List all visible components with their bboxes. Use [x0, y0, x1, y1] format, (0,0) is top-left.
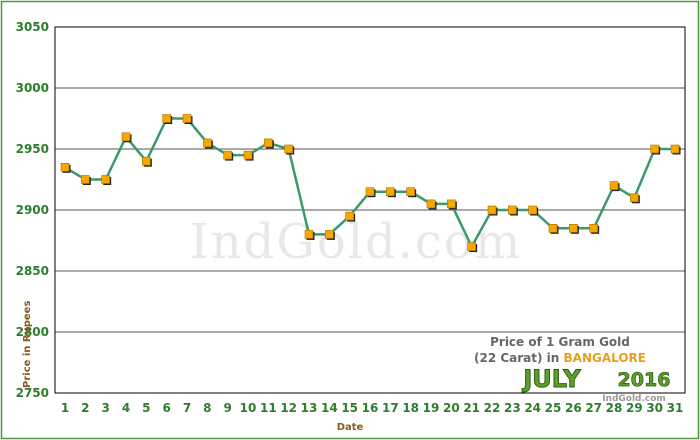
x-tick-label: 1	[61, 401, 69, 415]
y-tick-labels: 2750 2800 2850 2900 2950 3000 3050	[16, 20, 49, 400]
data-point-2	[81, 175, 90, 184]
data-point-24	[528, 205, 537, 215]
x-axis-label: Date	[337, 422, 364, 433]
annotation-month: JULY	[521, 365, 581, 393]
data-point-20	[447, 199, 456, 209]
x-tick-label: 28	[606, 401, 623, 415]
annotation-year: 2016	[618, 369, 671, 391]
data-point-4	[121, 132, 131, 142]
chart-annotation: Price of 1 Gram Gold (22 Carat) in BANGA…	[474, 335, 671, 404]
x-tick-label: 17	[382, 401, 399, 415]
data-point-25	[548, 224, 558, 233]
data-point-29	[630, 193, 639, 203]
annotation-site: IndGold.com	[602, 394, 666, 404]
x-tick-label: 26	[565, 401, 582, 415]
x-tick-labels: 1 2 3 4 5 6 7 8 9 10 11 12 13 14 15 16 17 18 19 20 21 22 23 24 2…	[61, 401, 684, 415]
x-tick-label: 19	[423, 401, 440, 415]
data-point-16	[365, 187, 375, 196]
x-tick-label: 10	[240, 401, 257, 415]
data-point-28	[609, 181, 619, 190]
x-tick-label: 3	[101, 401, 109, 415]
x-tick-label: 29	[626, 401, 643, 415]
x-tick-label: 27	[585, 401, 602, 415]
data-point-26	[569, 224, 578, 233]
data-point-1	[60, 163, 70, 172]
watermark: IndGold.com	[190, 214, 522, 270]
data-markers	[60, 114, 681, 253]
x-tick-label: 15	[341, 401, 358, 415]
data-point-8	[203, 138, 212, 148]
data-point-22	[487, 205, 497, 215]
data-point-7	[182, 114, 192, 123]
plot-area	[54, 26, 686, 394]
x-tick-label: 31	[667, 401, 684, 415]
y-tick-label: 2800	[16, 325, 49, 339]
data-point-17	[386, 187, 395, 196]
data-point-18	[406, 187, 415, 196]
data-point-19	[426, 199, 436, 209]
x-tick-label: 23	[504, 401, 521, 415]
data-point-30	[650, 144, 659, 154]
y-tick-label: 2950	[16, 142, 49, 156]
x-tick-label: 13	[301, 401, 318, 415]
x-tick-label: 2	[81, 401, 89, 415]
data-point-15	[345, 211, 354, 221]
data-point-5	[142, 156, 151, 166]
data-point-27	[589, 224, 598, 233]
data-point-31	[670, 144, 680, 154]
x-tick-label: 8	[203, 401, 211, 415]
data-point-6	[162, 114, 171, 123]
x-tick-label: 7	[183, 401, 191, 415]
x-tick-label: 21	[463, 401, 480, 415]
x-tick-label: 24	[524, 401, 541, 415]
x-tick-label: 5	[142, 401, 150, 415]
y-tick-label: 2900	[16, 203, 49, 217]
x-tick-label: 9	[223, 401, 231, 415]
data-point-9	[223, 150, 232, 160]
data-point-14	[325, 230, 334, 239]
y-tick-label: 3050	[16, 20, 49, 34]
y-tick-label: 2850	[16, 264, 49, 278]
data-point-11	[264, 138, 273, 148]
y-tick-label: 3000	[16, 81, 49, 95]
x-tick-label: 20	[443, 401, 460, 415]
x-tick-label: 12	[280, 401, 297, 415]
y-tick-label: 2750	[16, 386, 49, 400]
x-tick-label: 4	[122, 401, 130, 415]
data-point-13	[304, 230, 314, 239]
annotation-prefix: (22 Carat) in	[474, 351, 564, 365]
y-axis-label: Price in Rupees	[22, 301, 33, 388]
data-point-12	[284, 144, 293, 154]
x-tick-label: 6	[162, 401, 170, 415]
x-tick-label: 25	[545, 401, 562, 415]
annotation-line1: Price of 1 Gram Gold	[490, 335, 630, 349]
x-tick-label: 11	[260, 401, 277, 415]
annotation-city: BANGALORE	[564, 351, 646, 365]
data-point-10	[243, 150, 253, 160]
x-tick-label: 30	[646, 401, 663, 415]
data-point-21	[467, 242, 476, 251]
x-tick-label: 18	[402, 401, 419, 415]
x-tick-label: 14	[321, 401, 338, 415]
x-tick-label: 16	[362, 401, 379, 415]
data-point-23	[508, 205, 517, 215]
grid-layer	[55, 87, 685, 333]
x-tick-label: 22	[484, 401, 501, 415]
annotation-line2: (22 Carat) in BANGALORE	[474, 351, 646, 365]
data-point-3	[101, 175, 110, 184]
